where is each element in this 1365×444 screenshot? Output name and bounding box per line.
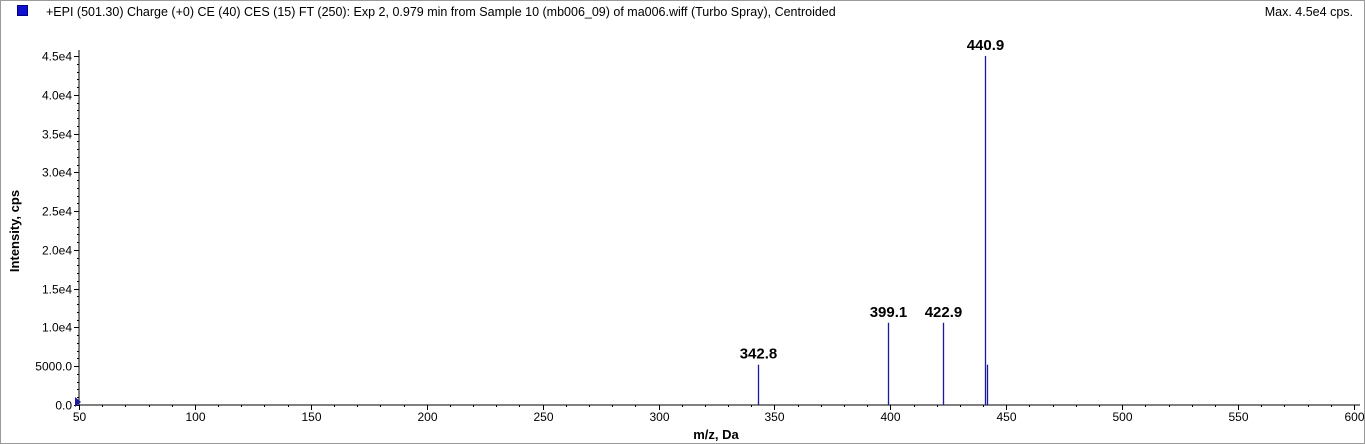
x-tick-label: 100 xyxy=(185,410,205,424)
x-tick-label: 500 xyxy=(1112,410,1132,424)
x-axis: 50 100 150 200 250 300 350 400 450 500 550 600 xyxy=(73,404,1365,424)
x-tick-label: 200 xyxy=(417,410,437,424)
y-tick-label: 1.0e4 xyxy=(42,321,72,335)
x-tick-label: 400 xyxy=(880,410,900,424)
y-tick-label: 4.5e4 xyxy=(42,50,72,64)
y-tick-label: 3.5e4 xyxy=(42,128,72,142)
y-axis-title: Intensity, cps xyxy=(7,190,22,272)
y-tick-label: 3.0e4 xyxy=(42,166,72,180)
trace-color-marker-icon[interactable] xyxy=(17,5,28,16)
y-tick-label: 4.0e4 xyxy=(42,89,72,103)
y-tick-label: 1.5e4 xyxy=(42,283,72,297)
peak-label: 440.9 xyxy=(967,37,1005,54)
peak-label: 422.9 xyxy=(925,304,963,321)
x-tick-label: 50 xyxy=(73,410,87,424)
y-tick-label: 5000.0 xyxy=(35,360,72,374)
y-axis: 0.0 5000.0 1.0e4 1.5e4 2.0e4 2.5e4 3.0e4 3.5e4 4… xyxy=(35,50,80,413)
x-tick-label: 250 xyxy=(533,410,553,424)
scroll-arrow-icon[interactable] xyxy=(75,397,81,407)
y-tick-label: 2.5e4 xyxy=(42,205,72,219)
x-axis-title: m/z, Da xyxy=(693,427,739,442)
max-intensity-label: Max. 4.5e4 cps. xyxy=(1264,5,1353,19)
x-tick-label: 550 xyxy=(1228,410,1248,424)
x-tick-label: 300 xyxy=(649,410,669,424)
x-tick-label: 450 xyxy=(996,410,1016,424)
peak-label: 342.8 xyxy=(740,346,778,363)
y-tick-label: 0.0 xyxy=(55,399,72,413)
peak-labels: 342.8 399.1 422.9 440.9 xyxy=(740,37,1005,363)
peak-label: 399.1 xyxy=(870,304,908,321)
spectrum-title: +EPI (501.30) Charge (+0) CE (40) CES (1… xyxy=(46,5,836,19)
x-tick-label: 350 xyxy=(764,410,784,424)
peak-series xyxy=(757,56,989,405)
x-tick-label: 150 xyxy=(301,410,321,424)
y-tick-label: 2.0e4 xyxy=(42,244,72,258)
x-tick-label: 600 xyxy=(1344,410,1364,424)
